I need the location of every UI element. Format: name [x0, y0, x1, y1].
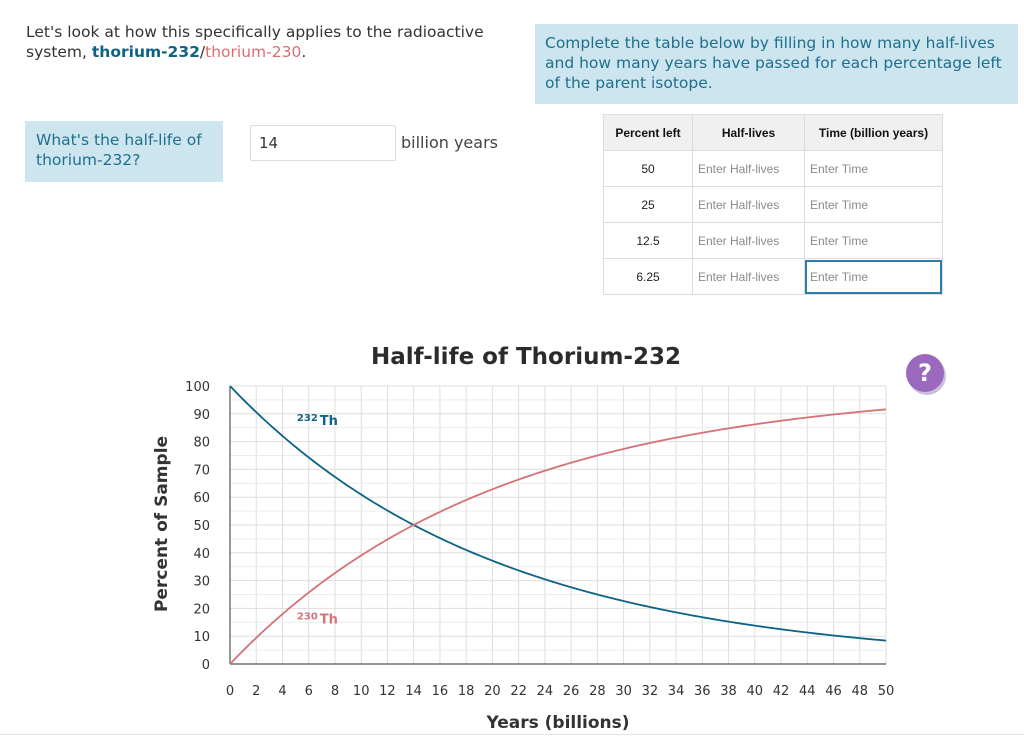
percent-left-cell: 12.5 [603, 222, 693, 259]
time-input[interactable] [805, 223, 942, 258]
y-tick-label: 30 [193, 575, 210, 590]
x-tick-label: 8 [331, 684, 339, 699]
time-input[interactable] [805, 151, 942, 186]
half-lives-input[interactable] [693, 259, 804, 294]
y-tick-label: 50 [193, 519, 210, 534]
thorium-230-label: 230 Th [297, 612, 338, 628]
chart-series-labels: 232 Th 230 Th [297, 413, 338, 628]
y-tick-label: 80 [193, 436, 210, 451]
x-tick-label: 12 [379, 684, 396, 699]
page-divider [0, 734, 1024, 735]
x-tick-label: 50 [878, 684, 895, 699]
y-axis-label: Percent of Sample [152, 436, 172, 612]
header-half-lives: Half-lives [692, 114, 805, 151]
intro-period: . [301, 43, 307, 61]
x-tick-label: 0 [226, 684, 234, 699]
half-life-table: Percent left Half-lives Time (billion ye… [603, 114, 943, 295]
x-tick-label: 34 [668, 684, 685, 699]
x-tick-label: 30 [615, 684, 632, 699]
x-tick-label: 24 [537, 684, 554, 699]
intro-text: Let's look at how this specifically appl… [26, 22, 516, 62]
half-life-question: What's the half-life of thorium-232? [25, 121, 223, 182]
chart-series [229, 385, 887, 665]
x-axis-label: Years (billions) [485, 713, 629, 733]
percent-left-cell: 25 [603, 186, 693, 223]
x-tick-label: 42 [773, 684, 790, 699]
help-button[interactable]: ? [906, 354, 944, 392]
thorium-232-curve [229, 385, 887, 642]
table-instructions: Complete the table below by filling in h… [535, 24, 1018, 104]
x-tick-label: 38 [720, 684, 737, 699]
table-row: 6.25 [603, 258, 943, 295]
x-tick-label: 16 [432, 684, 449, 699]
y-tick-label: 70 [193, 463, 210, 478]
x-tick-label: 32 [642, 684, 659, 699]
half-life-chart: Half-life of Thorium-232 0 2 4 6 8 10 12 14 16 18… [152, 344, 894, 733]
table-row: 12.5 [603, 222, 943, 259]
half-lives-input[interactable] [693, 151, 804, 186]
y-tick-label: 0 [202, 658, 210, 673]
thorium-232-label: 232 Th [297, 413, 338, 429]
y-tick-label: 90 [193, 408, 210, 423]
table-row: 25 [603, 186, 943, 223]
parent-isotope-label: thorium-232 [91, 43, 200, 61]
x-tick-label: 20 [484, 684, 501, 699]
chart-title: Half-life of Thorium-232 [371, 344, 681, 370]
half-lives-input[interactable] [693, 223, 804, 258]
percent-left-cell: 6.25 [603, 258, 693, 295]
x-tick-label: 46 [825, 684, 842, 699]
y-tick-label: 60 [193, 491, 210, 506]
half-life-input[interactable] [250, 125, 396, 161]
x-tick-label: 36 [694, 684, 711, 699]
chart-grid [230, 385, 887, 664]
x-tick-label: 4 [278, 684, 286, 699]
x-tick-label: 14 [405, 684, 422, 699]
x-tick-label: 2 [252, 684, 260, 699]
x-tick-label: 44 [799, 684, 816, 699]
x-tick-label: 22 [510, 684, 527, 699]
y-tick-label: 100 [185, 380, 210, 395]
thorium-230-curve [229, 408, 887, 665]
x-tick-label: 18 [458, 684, 475, 699]
y-tick-label: 10 [193, 630, 210, 645]
isotope-separator: / [199, 43, 206, 61]
x-tick-label: 26 [563, 684, 580, 699]
header-percent-left: Percent left [603, 114, 693, 151]
daughter-isotope-label: thorium-230 [205, 43, 302, 61]
half-life-unit: billion years [401, 133, 498, 152]
x-tick-label: 40 [747, 684, 764, 699]
x-tick-label: 10 [353, 684, 370, 699]
x-tick-label: 48 [851, 684, 868, 699]
chart-axes: 0 2 4 6 8 10 12 14 16 18 20 22 24 26 28 30 32 34 36 38 40 42 4… [185, 380, 894, 699]
x-tick-label: 6 [305, 684, 313, 699]
header-time: Time (billion years) [804, 114, 943, 151]
y-tick-label: 40 [193, 547, 210, 562]
time-input[interactable] [805, 259, 942, 294]
y-tick-label: 20 [193, 602, 210, 617]
intro-sentence: Let's look at how this specifically appl… [26, 23, 484, 61]
percent-left-cell: 50 [603, 150, 693, 187]
half-lives-input[interactable] [693, 187, 804, 222]
x-tick-label: 28 [589, 684, 606, 699]
table-row: 50 [603, 150, 943, 187]
time-input[interactable] [805, 187, 942, 222]
